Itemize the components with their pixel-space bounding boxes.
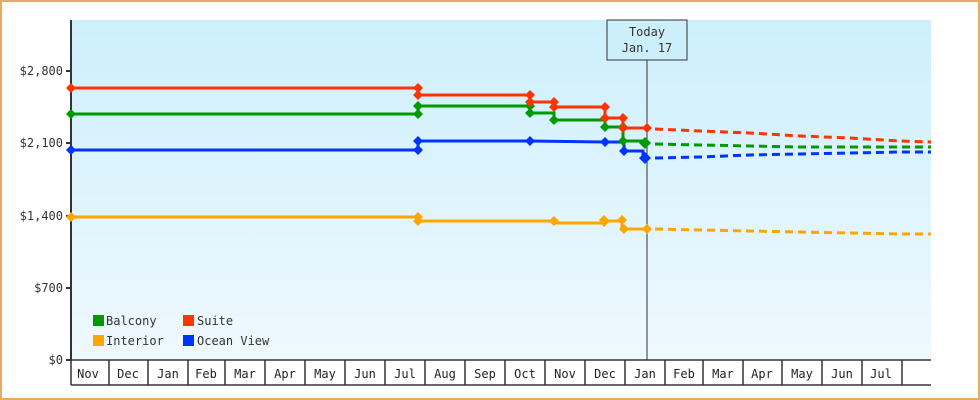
legend: Balcony Suite Interior Ocean View xyxy=(93,314,270,348)
month-label: Jun xyxy=(831,367,853,381)
ocean-view-swatch-icon xyxy=(183,335,194,346)
month-label: Aug xyxy=(434,367,456,381)
legend-label: Ocean View xyxy=(197,334,270,348)
balcony-swatch-icon xyxy=(93,315,104,326)
plot-area xyxy=(71,20,931,360)
month-label: Jan xyxy=(634,367,656,381)
month-label: Nov xyxy=(77,367,99,381)
legend-label: Balcony xyxy=(106,314,157,328)
month-label: Nov xyxy=(554,367,576,381)
month-label: Feb xyxy=(195,367,217,381)
month-label: Jul xyxy=(870,367,892,381)
today-label: Today xyxy=(629,25,665,39)
month-label: Apr xyxy=(274,367,296,381)
month-label: Jun xyxy=(354,367,376,381)
month-label: Mar xyxy=(234,367,256,381)
month-label: Feb xyxy=(673,367,695,381)
today-callout: Today Jan. 17 xyxy=(606,19,688,61)
legend-item-balcony: Balcony xyxy=(93,314,157,328)
series-ocean-view xyxy=(66,136,931,164)
suite-swatch-icon xyxy=(183,315,194,326)
month-label: Sep xyxy=(474,367,496,381)
month-label: Jan xyxy=(157,367,179,381)
y-tick-label: $2,800 xyxy=(20,64,63,78)
y-tick-label: $2,100 xyxy=(20,136,63,150)
x-axis-months: Nov Dec Jan Feb Mar Apr May Jun Jul Aug … xyxy=(70,359,931,386)
legend-label: Suite xyxy=(197,314,233,328)
month-label: Oct xyxy=(514,367,536,381)
legend-item-ocean-view: Ocean View xyxy=(183,334,270,348)
legend-item-interior: Interior xyxy=(93,334,164,348)
series-interior xyxy=(66,212,931,236)
today-date: Jan. 17 xyxy=(622,41,673,55)
month-label: Dec xyxy=(594,367,616,381)
y-tick-label: $700 xyxy=(34,281,63,295)
month-label: Dec xyxy=(117,367,139,381)
y-tick-label: $0 xyxy=(49,353,63,367)
series-balcony xyxy=(66,101,931,149)
month-label: May xyxy=(791,367,813,381)
month-label: Mar xyxy=(712,367,734,381)
legend-label: Interior xyxy=(106,334,164,348)
month-label: May xyxy=(314,367,336,381)
y-tick-label: $1,400 xyxy=(20,209,63,223)
interior-swatch-icon xyxy=(93,335,104,346)
month-label: Jul xyxy=(394,367,416,381)
month-label: Apr xyxy=(751,367,773,381)
legend-item-suite: Suite xyxy=(183,314,233,328)
series-suite xyxy=(66,83,932,144)
